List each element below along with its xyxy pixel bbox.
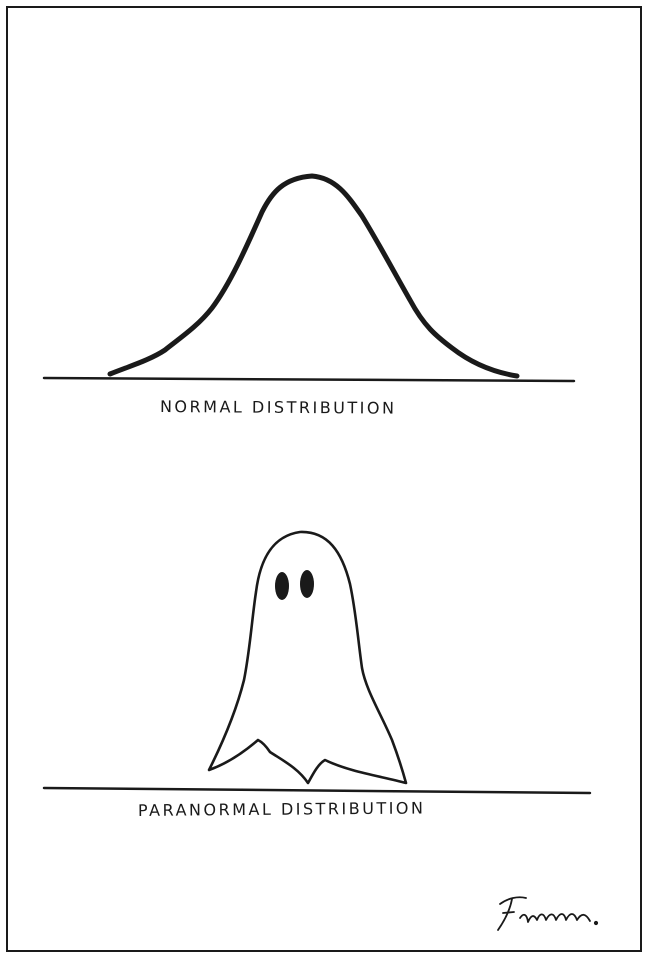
ghost-right-eye [300,570,314,598]
cartoon-frame [6,6,642,952]
paranormal-distribution-caption: PARANORMAL DISTRIBUTION [137,798,426,820]
ghost-left-eye [275,572,289,600]
paranormal-baseline [42,786,592,795]
signature [497,896,599,931]
ghost [207,530,408,785]
normal-distribution-caption: NORMAL DISTRIBUTION [159,397,397,418]
normal-baseline [42,376,576,383]
bell-curve [107,173,520,379]
